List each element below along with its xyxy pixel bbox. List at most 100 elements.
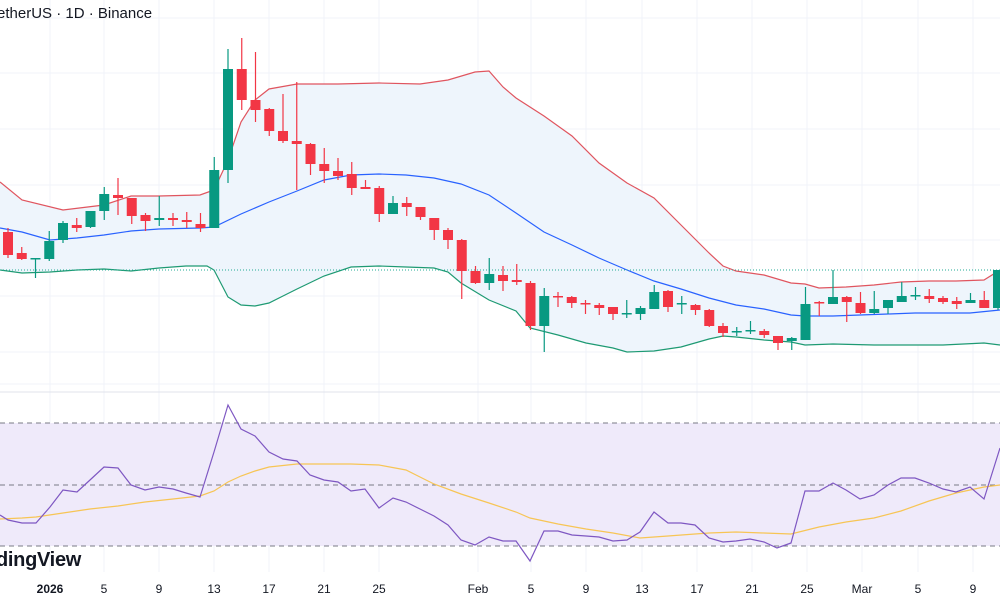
x-axis-tick: Mar xyxy=(851,582,873,596)
rsi-ma-line xyxy=(0,463,1000,539)
rsi-line xyxy=(0,403,1000,563)
candle xyxy=(429,218,440,240)
candle xyxy=(443,228,453,249)
candle xyxy=(539,288,550,352)
candle xyxy=(580,300,591,314)
x-axis-tick: 13 xyxy=(207,582,221,596)
x-axis-tick: 17 xyxy=(690,582,704,596)
candle xyxy=(773,336,783,350)
x-axis-tick: Feb xyxy=(467,582,489,596)
candle xyxy=(181,212,192,228)
candle xyxy=(731,327,742,336)
candle xyxy=(16,247,27,260)
candle xyxy=(319,148,330,183)
candle xyxy=(553,292,563,307)
candle xyxy=(333,158,343,180)
candle xyxy=(883,300,893,314)
symbol-title: etherUS · 1D · Binance xyxy=(0,5,153,22)
candle xyxy=(85,211,96,228)
candle xyxy=(154,196,165,226)
candle xyxy=(511,264,522,285)
rsi-lines xyxy=(0,403,1000,563)
candle xyxy=(498,266,508,291)
x-axis-tick: 17 xyxy=(262,582,276,596)
candle xyxy=(800,287,811,340)
candle xyxy=(759,329,770,338)
candle xyxy=(979,291,990,308)
candle xyxy=(360,180,371,189)
candle xyxy=(704,309,715,327)
bollinger-band-fill xyxy=(0,71,1000,352)
candle xyxy=(236,38,247,110)
candle xyxy=(44,231,55,261)
x-axis-tick: 5 xyxy=(527,582,535,596)
candle xyxy=(484,258,495,290)
candle xyxy=(388,196,398,214)
candle xyxy=(869,291,880,314)
candle xyxy=(99,187,110,220)
candle xyxy=(168,213,178,226)
x-axis-tick: 9 xyxy=(582,582,590,596)
candle xyxy=(828,270,838,304)
x-axis-tick: 9 xyxy=(969,582,977,596)
x-axis-tick: 25 xyxy=(372,582,386,596)
candle xyxy=(264,108,275,136)
candle xyxy=(855,292,866,314)
x-axis-tick: 25 xyxy=(800,582,814,596)
x-axis-tick: 5 xyxy=(100,582,108,596)
candle xyxy=(594,303,605,315)
candle xyxy=(525,281,536,330)
candle xyxy=(786,337,797,350)
candle xyxy=(71,218,82,232)
x-axis-tick: 13 xyxy=(635,582,649,596)
candle xyxy=(841,296,852,322)
x-axis-tick: 21 xyxy=(745,582,759,596)
bb-basis-line xyxy=(0,173,1000,317)
candle xyxy=(814,301,825,316)
x-axis-tick: 9 xyxy=(155,582,163,596)
candle xyxy=(209,157,220,228)
candle xyxy=(374,186,385,222)
x-axis-tick: 2026 xyxy=(36,582,64,596)
candle xyxy=(896,282,907,302)
candle xyxy=(223,49,233,183)
candle xyxy=(663,290,673,312)
candle xyxy=(126,198,137,224)
candle xyxy=(993,270,1000,310)
candle xyxy=(938,296,948,304)
rsi-band xyxy=(0,422,1000,547)
candle xyxy=(305,143,316,175)
candle xyxy=(113,178,123,215)
candle xyxy=(924,289,935,303)
candle xyxy=(608,307,618,320)
candle xyxy=(718,323,728,337)
x-axis-tick: 21 xyxy=(317,582,331,596)
candle xyxy=(635,306,646,320)
candle xyxy=(470,266,481,284)
candle xyxy=(951,297,962,309)
bb-lower-line xyxy=(0,265,1000,353)
candle xyxy=(621,300,632,318)
candle xyxy=(140,213,151,231)
tradingview-watermark: dingView xyxy=(0,549,82,571)
candle xyxy=(346,162,357,195)
x-axis-tick: 5 xyxy=(914,582,922,596)
candle xyxy=(690,304,701,315)
candle xyxy=(415,207,426,220)
candle xyxy=(745,321,756,334)
candle xyxy=(456,239,467,299)
candle xyxy=(401,197,412,216)
candle xyxy=(291,82,302,190)
candle xyxy=(965,293,976,303)
candle xyxy=(649,285,660,309)
candle xyxy=(195,213,206,232)
candle xyxy=(910,287,921,300)
candle xyxy=(3,228,13,258)
candle xyxy=(58,221,68,243)
candle xyxy=(566,296,577,308)
candle xyxy=(278,94,288,143)
candlestick-series xyxy=(3,38,1000,352)
candle xyxy=(250,52,261,122)
